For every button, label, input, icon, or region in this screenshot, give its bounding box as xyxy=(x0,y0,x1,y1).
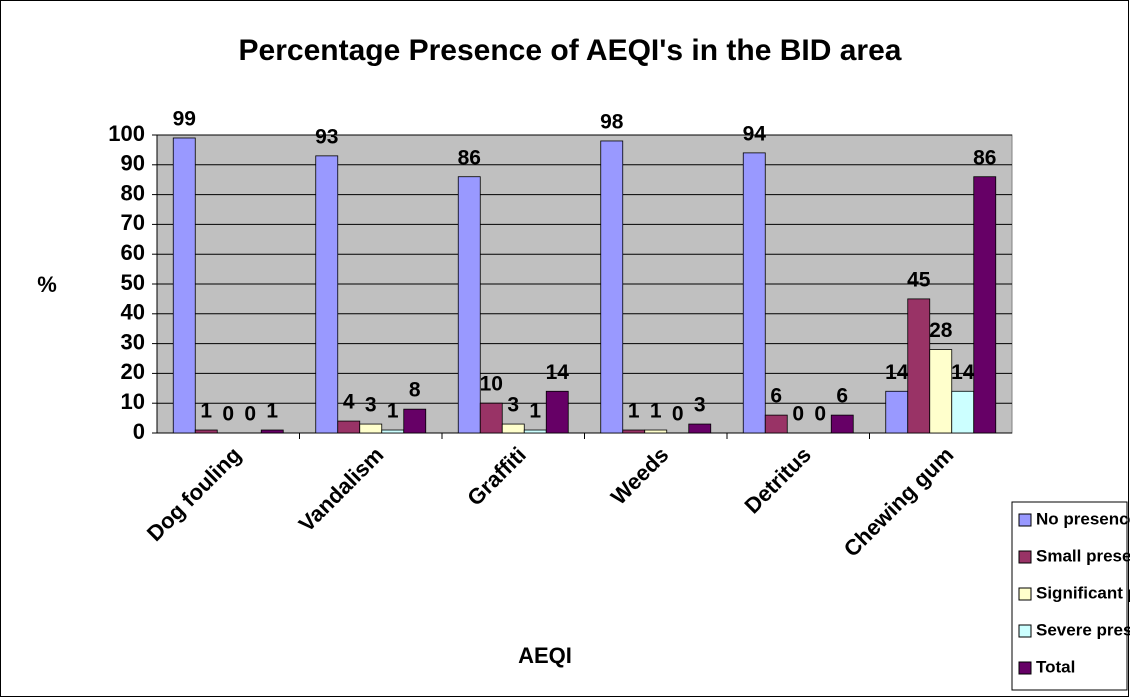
bar xyxy=(403,408,427,434)
data-label: 1 xyxy=(650,400,662,423)
bar xyxy=(260,429,284,434)
data-label: 0 xyxy=(814,403,826,426)
data-label: 1 xyxy=(266,400,278,423)
bar xyxy=(359,423,383,434)
bar xyxy=(479,402,503,434)
data-label: 8 xyxy=(409,379,421,402)
chart-title: Percentage Presence of AEQI's in the BID… xyxy=(239,34,902,67)
y-axis-title: % xyxy=(37,272,57,297)
bar xyxy=(830,414,854,434)
bar xyxy=(523,429,547,434)
data-label: 0 xyxy=(244,403,256,426)
data-label: 0 xyxy=(222,403,234,426)
bar xyxy=(337,420,361,434)
legend-swatch xyxy=(1018,624,1032,638)
bar xyxy=(973,176,997,434)
bar xyxy=(688,423,712,434)
data-label: 1 xyxy=(628,400,640,423)
bar xyxy=(600,140,624,434)
legend-label: Significant presence xyxy=(1036,583,1130,602)
legend-swatch xyxy=(1018,587,1032,601)
data-label: 1 xyxy=(200,400,212,423)
bar xyxy=(194,429,218,434)
data-label: 6 xyxy=(770,385,782,408)
data-label: 3 xyxy=(365,394,377,417)
y-tick-label: 100 xyxy=(108,121,145,146)
y-tick-label: 0 xyxy=(133,419,145,444)
data-label: 0 xyxy=(672,403,684,426)
y-tick-label: 60 xyxy=(121,240,145,265)
data-label: 10 xyxy=(480,373,503,396)
data-label: 14 xyxy=(951,361,975,384)
bar xyxy=(545,390,569,434)
data-label: 0 xyxy=(792,403,804,426)
bar xyxy=(381,429,405,434)
y-tick-label: 70 xyxy=(121,210,145,235)
data-label: 1 xyxy=(387,400,399,423)
legend-swatch xyxy=(1018,513,1032,527)
data-label: 1 xyxy=(529,400,541,423)
data-label: 99 xyxy=(173,108,196,131)
data-label: 45 xyxy=(907,268,931,291)
data-label: 4 xyxy=(343,391,355,414)
y-tick-label: 50 xyxy=(121,270,145,295)
data-label: 93 xyxy=(315,125,338,148)
data-label: 94 xyxy=(743,122,767,145)
bar xyxy=(644,429,668,434)
data-label: 98 xyxy=(600,111,624,134)
bar xyxy=(764,414,788,434)
data-label: 3 xyxy=(694,394,706,417)
bar xyxy=(457,176,481,434)
y-tick-label: 40 xyxy=(121,300,145,325)
bar xyxy=(742,152,766,434)
legend-swatch xyxy=(1018,661,1032,675)
bar xyxy=(929,349,953,434)
legend-label: Severe presence xyxy=(1036,620,1130,639)
legend-label: Small presence xyxy=(1036,546,1130,565)
data-label: 86 xyxy=(973,146,996,169)
bar xyxy=(172,137,196,434)
y-tick-label: 20 xyxy=(121,359,145,384)
legend-label: Total xyxy=(1036,657,1075,676)
data-label: 14 xyxy=(546,361,570,384)
bar xyxy=(885,390,909,434)
bar xyxy=(501,423,525,434)
y-tick-label: 30 xyxy=(121,329,145,354)
bar xyxy=(622,429,646,434)
legend-swatch xyxy=(1018,550,1032,564)
data-label: 3 xyxy=(507,394,519,417)
bar xyxy=(907,298,931,434)
x-axis-title: AEQI xyxy=(518,643,572,668)
data-label: 28 xyxy=(929,319,953,342)
legend-label: No presence xyxy=(1036,509,1130,528)
y-tick-label: 90 xyxy=(121,151,145,176)
y-tick-label: 80 xyxy=(121,180,145,205)
data-label: 6 xyxy=(836,385,848,408)
y-tick-label: 10 xyxy=(121,389,145,414)
bar xyxy=(315,155,339,434)
data-label: 86 xyxy=(458,146,481,169)
bar xyxy=(951,390,975,434)
data-label: 14 xyxy=(885,361,909,384)
